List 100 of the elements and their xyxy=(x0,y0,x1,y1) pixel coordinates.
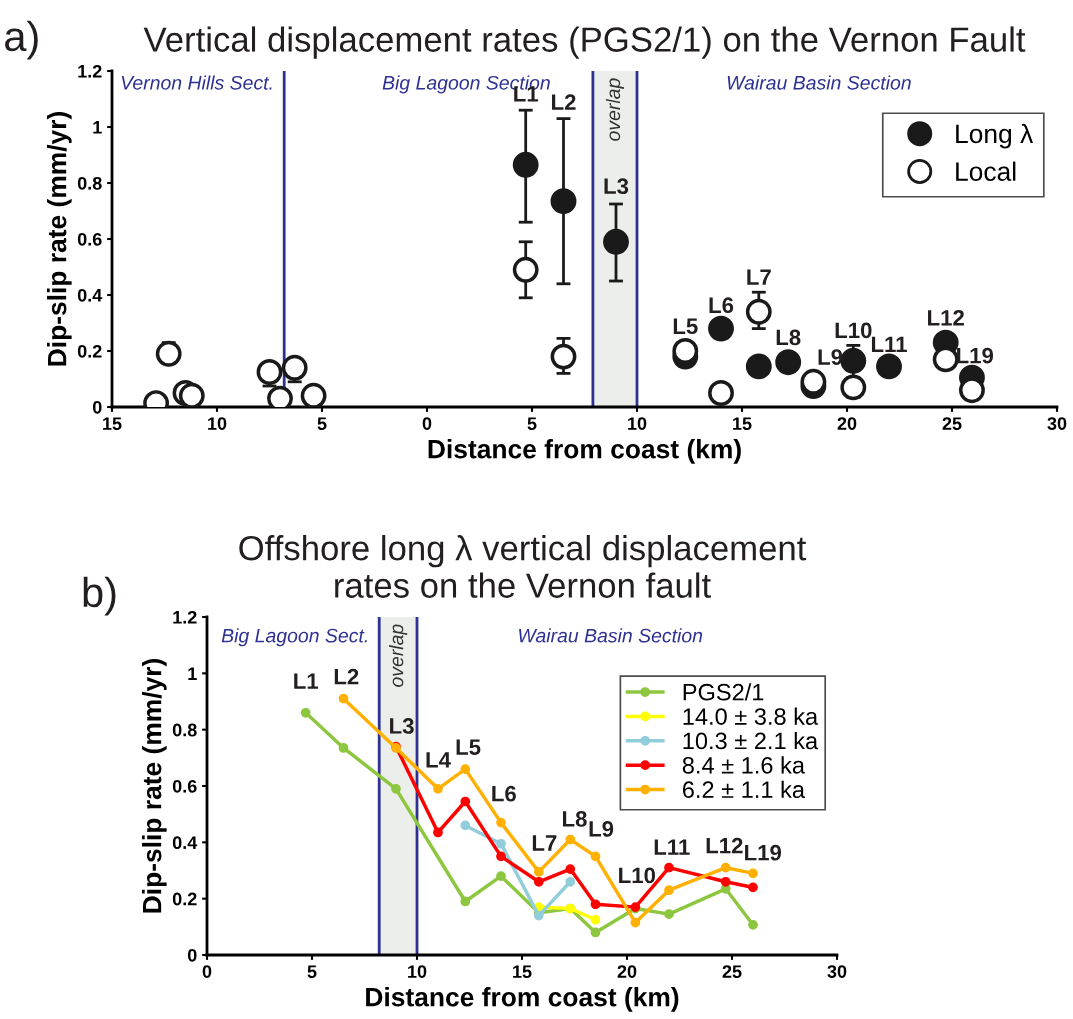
point xyxy=(603,228,629,255)
y-tick-label: 0.6 xyxy=(172,779,197,793)
annotation: L2 xyxy=(334,668,359,685)
y-tick-label: 0.8 xyxy=(172,723,197,737)
point xyxy=(178,382,205,407)
text: b) xyxy=(83,576,116,616)
point xyxy=(590,899,601,910)
y-tick-label: 1 xyxy=(93,121,102,134)
point xyxy=(533,867,544,877)
y-tick-label: 0.2 xyxy=(172,892,197,906)
y-axis-title: Dip-slip rate (mm/yr) xyxy=(142,659,167,913)
point xyxy=(550,343,577,370)
point xyxy=(300,382,327,407)
point xyxy=(748,882,758,893)
x-tick-label: 0 xyxy=(422,417,432,430)
point xyxy=(664,909,674,920)
annotation: L1 xyxy=(294,673,319,689)
annotation: L6 xyxy=(709,297,734,314)
x-tick-label: 15 xyxy=(513,965,532,978)
annotation: L7 xyxy=(532,835,557,851)
annotation: L3 xyxy=(390,718,414,734)
x-tick-label: 10 xyxy=(208,417,227,430)
annotation: L8 xyxy=(776,329,801,346)
y-tick-label: 0.2 xyxy=(77,344,102,358)
point xyxy=(720,862,731,873)
point xyxy=(708,315,734,342)
point xyxy=(256,359,283,385)
x-tick-label: 20 xyxy=(837,417,857,430)
x-tick-label: 30 xyxy=(1047,417,1067,431)
band-label: overlap xyxy=(605,78,625,141)
point xyxy=(460,896,471,907)
point xyxy=(533,876,544,887)
point xyxy=(155,340,182,367)
point xyxy=(664,862,674,873)
legend-label: Long λ xyxy=(956,123,1034,149)
point xyxy=(338,743,349,753)
legend-label: Local xyxy=(956,161,1016,181)
annotation: L7 xyxy=(747,269,771,285)
annotation: L11 xyxy=(871,336,907,353)
point xyxy=(512,256,539,283)
point xyxy=(338,693,349,704)
annotation: Wairau Basin Section xyxy=(519,628,703,643)
x-tick-label: 25 xyxy=(942,417,962,430)
point xyxy=(496,851,506,862)
annotation: L5 xyxy=(673,318,698,335)
annotation: L11 xyxy=(654,839,690,855)
annotation: L3 xyxy=(604,178,629,195)
point xyxy=(745,353,772,380)
annotation: L19 xyxy=(957,347,994,364)
annotation: L12 xyxy=(928,309,964,326)
x-tick-label: 15 xyxy=(733,417,752,430)
chart-title: Vertical displacement rates (PGS2/1) on the Vernon Fault xyxy=(143,26,1026,59)
x-tick-label: 25 xyxy=(722,965,742,978)
y-tick-label: 0.4 xyxy=(172,836,198,850)
point xyxy=(590,851,601,862)
point xyxy=(708,380,734,406)
annotation: L12 xyxy=(706,837,743,854)
annotation: Big Lagoon Sect. xyxy=(221,628,367,647)
point xyxy=(300,707,311,718)
annotation: L6 xyxy=(492,785,516,802)
x-axis-title: Distance from coast (km) xyxy=(428,439,741,464)
point xyxy=(496,838,506,849)
point xyxy=(433,783,443,794)
y-axis-title: Dip-slip rate (mm/yr) xyxy=(47,112,72,366)
annotation: L2 xyxy=(552,94,576,110)
y-tick-label: 0 xyxy=(187,948,197,962)
x-tick-label: 5 xyxy=(317,417,327,430)
annotation: L8 xyxy=(562,811,587,827)
x-tick-label: 15 xyxy=(103,417,122,430)
y-tick-label: 0 xyxy=(92,400,102,414)
annotation: L4 xyxy=(426,752,451,768)
point xyxy=(460,764,471,774)
point xyxy=(748,919,758,930)
legend-label: 6.2 ± 1.1 ka xyxy=(682,780,805,799)
point xyxy=(565,864,576,874)
point xyxy=(565,834,576,845)
x-tick-label: 10 xyxy=(628,417,647,430)
point xyxy=(745,298,772,325)
point xyxy=(460,796,471,807)
point xyxy=(840,374,867,401)
legend-label: 10.3 ± 2.1 ka xyxy=(683,731,819,750)
x-tick-label: 20 xyxy=(617,965,637,978)
x-tick-label: 10 xyxy=(408,965,427,978)
y-tick-label: 1 xyxy=(188,667,197,680)
annotation: Wairau Basin Section xyxy=(727,75,911,90)
point xyxy=(672,338,699,364)
point xyxy=(590,914,601,925)
chart-title: Offshore long λ vertical displacement rates on the Vernon fault xyxy=(239,534,807,598)
annotation: L10 xyxy=(835,322,872,339)
x-axis-title: Distance from coast (km) xyxy=(366,987,679,1012)
point xyxy=(460,820,471,831)
point xyxy=(840,347,867,374)
point xyxy=(550,188,577,215)
band-label: overlap xyxy=(389,624,408,687)
x-tick-label: 5 xyxy=(307,965,317,978)
annotation: L5 xyxy=(456,739,481,755)
annotation: L10 xyxy=(619,867,656,884)
point xyxy=(775,349,802,376)
x-tick-label: 30 xyxy=(827,965,847,979)
point xyxy=(959,377,985,404)
